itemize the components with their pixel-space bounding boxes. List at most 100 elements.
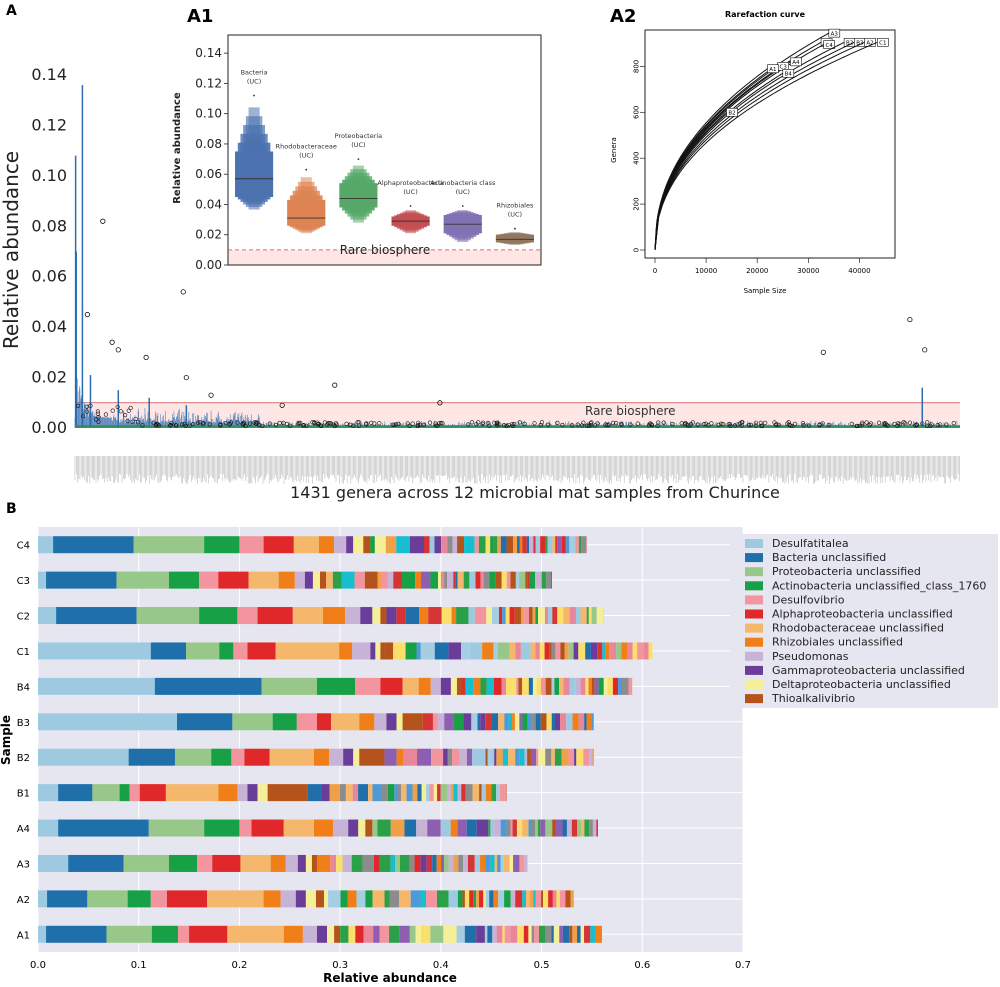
panel-b-bar-segment: [576, 819, 582, 837]
panel-a-outlier-point: [310, 420, 315, 425]
panel-b-bar-segment: [278, 571, 295, 589]
panel-b-bar-segment: [602, 642, 606, 660]
panel-b-bar-segment: [490, 854, 495, 872]
panel-b-bar-segment: [545, 925, 552, 943]
panel-b-bar-segment: [466, 748, 473, 766]
panel-b-bar-segment: [316, 677, 356, 695]
panel-a2-curve: [654, 68, 768, 251]
panel-a1-group-label: Proteobacteria: [335, 132, 383, 140]
panel-a2-title: Rarefaction curve: [725, 10, 806, 19]
panel-b-bar-segment: [504, 925, 511, 943]
panel-b-bar-segment: [177, 925, 190, 943]
panel-b-bar-segment: [520, 642, 531, 660]
panel-b-sample-label: A3: [17, 859, 30, 870]
panel-b-bar-segment: [304, 571, 313, 589]
panel-b-bar-segment: [430, 925, 444, 943]
panel-a-outlier-point: [187, 423, 192, 428]
panel-b-bar-segment: [616, 642, 622, 660]
panel-a1-group-label: Rhodobacteraceae: [276, 143, 337, 151]
panel-b-bar-segment: [557, 607, 564, 625]
panel-a-outlier-point: [88, 403, 93, 408]
panel-b-bar-segment: [564, 642, 569, 660]
panel-a-outlier-point: [907, 316, 913, 323]
panel-b-bar-segment: [574, 748, 577, 766]
panel-a-outlier-point: [405, 421, 410, 426]
panel-a-outlier-point: [481, 420, 486, 425]
panel-b-bar-segment: [562, 819, 567, 837]
panel-a-outlier-point: [817, 423, 822, 428]
panel-b-bar-segment: [154, 677, 262, 695]
panel-b-bar-segment: [471, 713, 478, 731]
panel-b-bar-segment: [643, 642, 649, 660]
panel-b-bar-segment: [313, 819, 334, 837]
panel-a-outlier-point: [532, 421, 537, 426]
panel-a-outlier-point: [684, 422, 689, 427]
panel-b-bar-segment: [426, 890, 437, 908]
panel-a1-y-tick-label: 0.02: [195, 228, 222, 242]
panel-b-bar-segment: [493, 642, 498, 660]
panel-b-bar-segment: [535, 571, 542, 589]
panel-a-outlier-point: [610, 420, 616, 425]
panel-a1-y-tick-label: 0.00: [195, 258, 222, 272]
panel-a2-x-tick-label: 0: [653, 267, 657, 275]
panel-b-bar-segment: [148, 819, 205, 837]
panel-b-legend-swatch: [745, 623, 763, 633]
panel-a-outlier-point: [277, 420, 282, 426]
panel-b-bar-segment: [212, 854, 241, 872]
panel-b-bar-segment: [517, 925, 524, 943]
panel-a-outlier-point: [635, 421, 640, 426]
panel-b-bar-segment: [528, 536, 534, 554]
panel-b-bar-segment: [406, 784, 413, 802]
panel-b-bar-segment: [585, 677, 589, 695]
panel-a-outlier-point: [143, 354, 149, 360]
panel-a-outlier-point: [494, 420, 499, 426]
panel-b-bar-segment: [466, 819, 477, 837]
panel-a-outlier-point: [84, 409, 89, 414]
panel-b-bar-segment: [396, 536, 410, 554]
panel-b-bar-segment: [329, 748, 344, 766]
panel-b-bar-segment: [352, 642, 371, 660]
panel-b-bar-segment: [283, 925, 303, 943]
panel-b-bar-segment: [333, 819, 349, 837]
panel-b-bar-segment: [472, 748, 486, 766]
panel-b-bar-segment: [387, 784, 395, 802]
panel-a2-x-axis-label: Sample Size: [744, 287, 787, 295]
panel-a-outlier-point: [255, 420, 260, 425]
panel-b-x-tick-label: 0.3: [332, 960, 348, 971]
panel-b-legend-label: Thioalkalivibrio: [771, 692, 855, 705]
panel-b-bar-segment: [591, 607, 597, 625]
panel-b-bar-segment: [453, 713, 464, 731]
panel-a-outlier-point: [881, 421, 887, 426]
panel-a-outlier-point: [285, 421, 290, 427]
panel-b-bar-segment: [490, 536, 494, 554]
panel-b-bar-segment: [485, 854, 491, 872]
panel-b-bar-segment: [390, 854, 396, 872]
panel-b-bar-segment: [588, 677, 592, 695]
panel-a2-y-tick-label: 600: [633, 106, 641, 119]
panel-b-bar-segment: [374, 536, 386, 554]
panel-b-bar-segment: [492, 925, 497, 943]
panel-a-outlier-point: [182, 422, 187, 427]
panel-b-bar-segment: [402, 571, 416, 589]
panel-b-bar-segment: [409, 536, 425, 554]
panel-b-bar-segment: [528, 925, 532, 943]
panel-b-bar-segment: [525, 571, 528, 589]
panel-b-bar-segment: [474, 536, 479, 554]
panel-b-bar-segment: [578, 713, 585, 731]
panel-b-plot-area: [38, 527, 743, 952]
panel-b-bar-segment: [554, 607, 558, 625]
panel-a-outlier-point: [84, 311, 90, 318]
panel-b-bar-segment: [592, 748, 594, 766]
panel-a-outlier-point: [695, 422, 700, 427]
panel-b-bar-segment: [320, 571, 327, 589]
panel-a-outlier-point: [130, 419, 135, 424]
panel-b-bar-segment: [493, 677, 502, 695]
panel-b-bar-segment: [263, 536, 294, 554]
panel-a-outlier-point: [331, 422, 336, 427]
panel-b-bar-segment: [355, 925, 364, 943]
panel-b-sample-label: C1: [17, 647, 30, 658]
panel-a-outlier-point: [855, 423, 860, 429]
panel-a-outlier-point: [122, 413, 128, 418]
panel-b-bar-segment: [540, 677, 546, 695]
panel-b-bar-segment: [53, 536, 134, 554]
